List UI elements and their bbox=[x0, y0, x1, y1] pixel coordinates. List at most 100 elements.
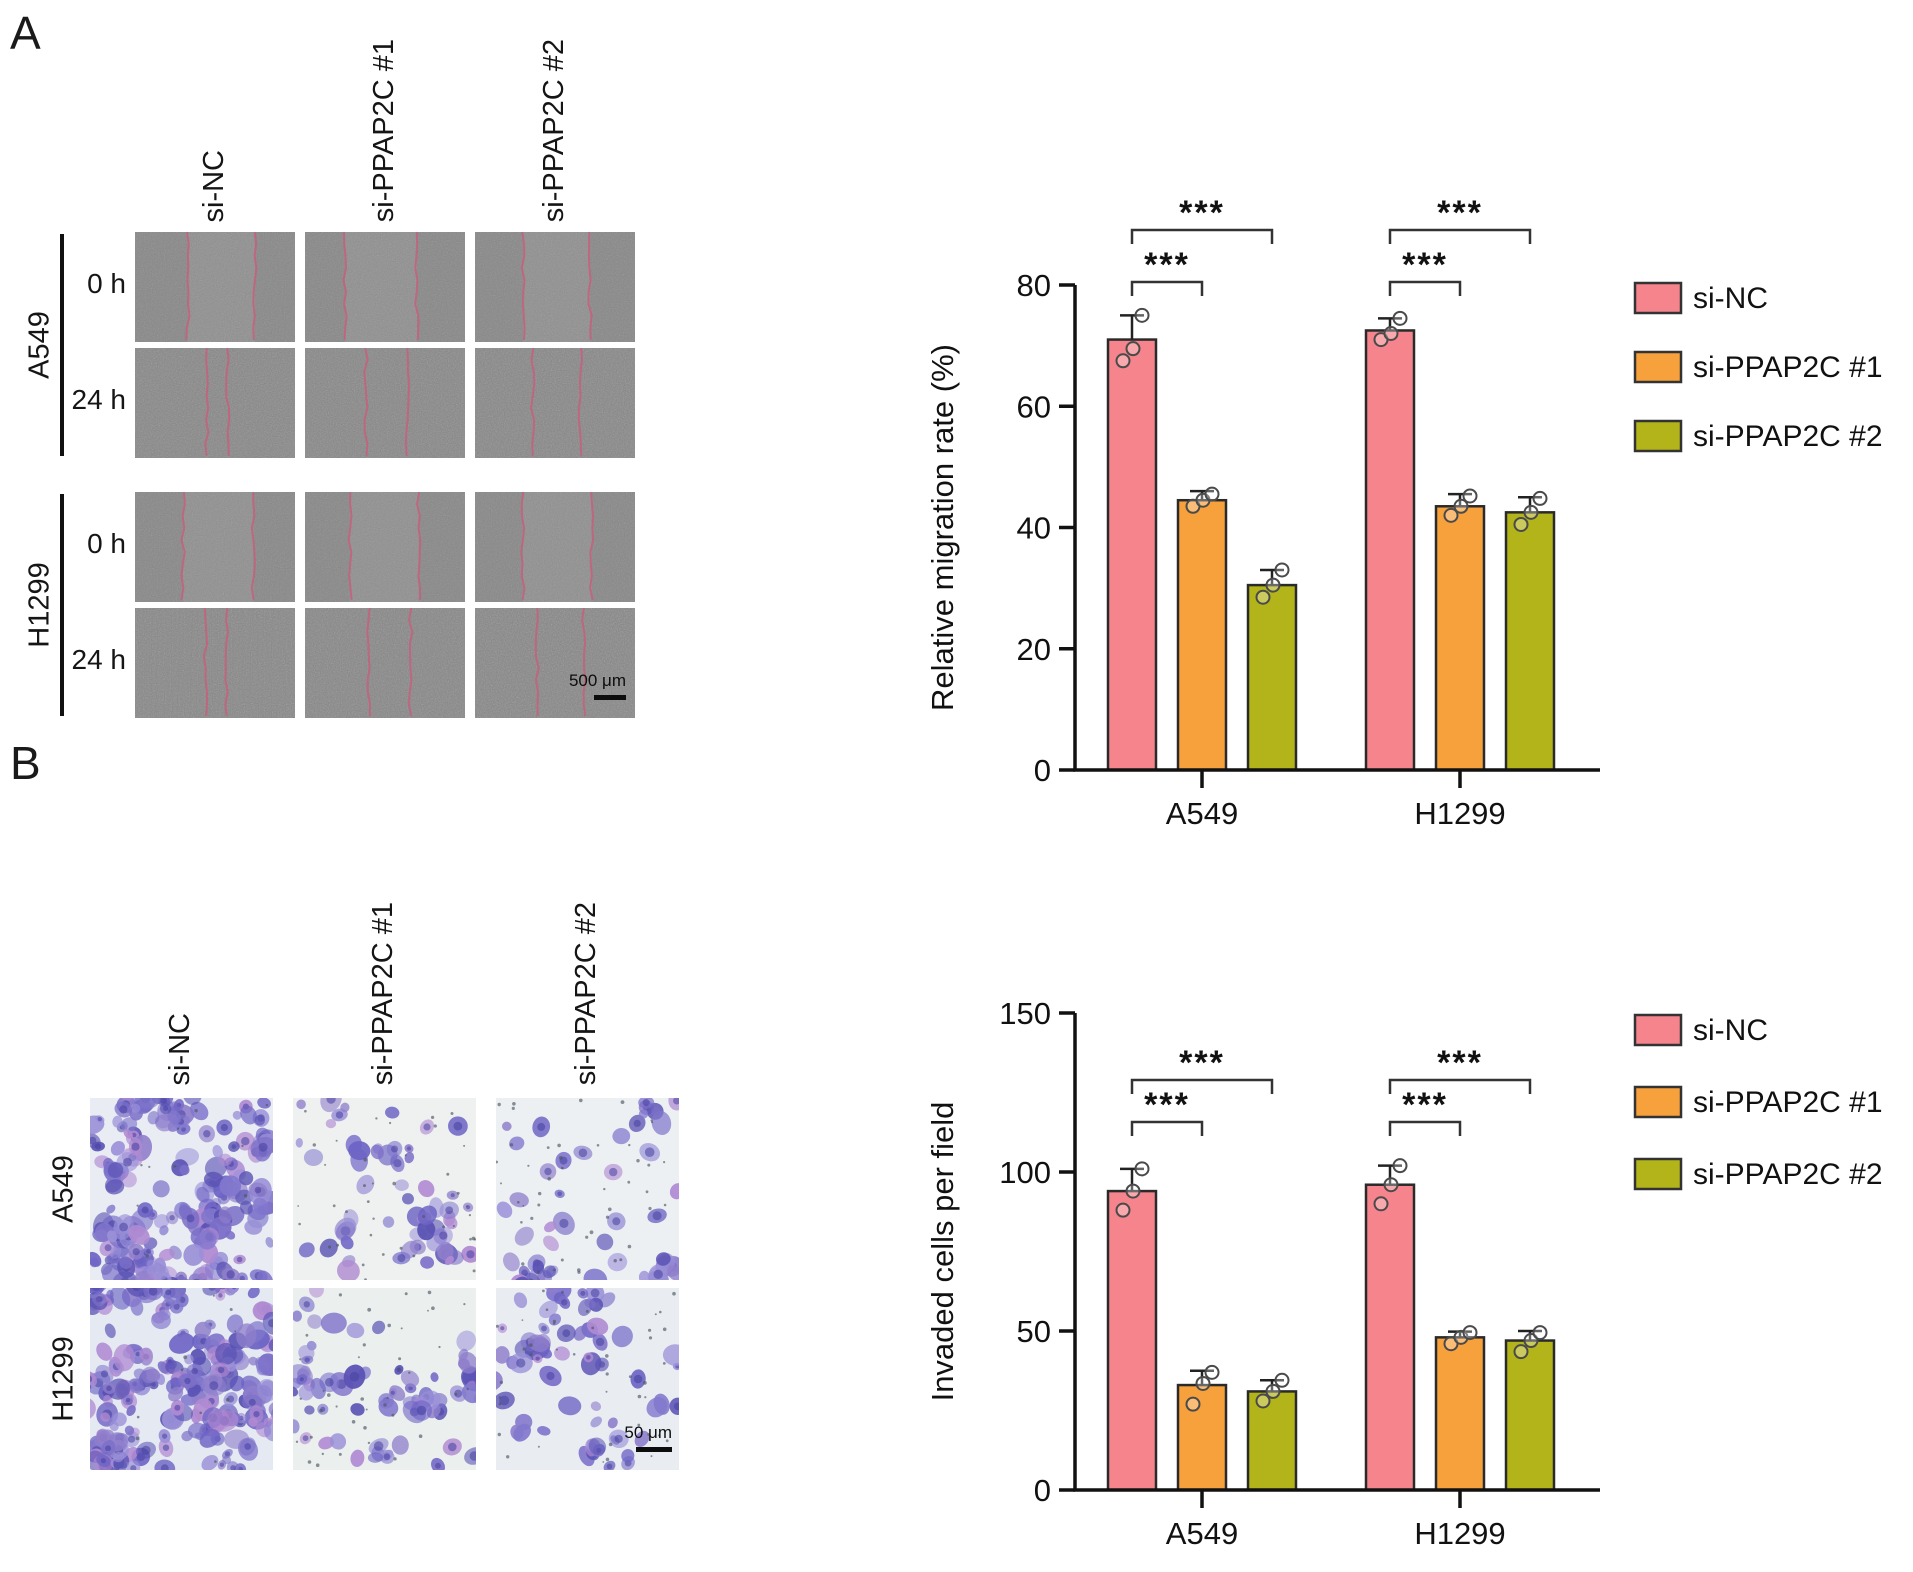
data-point bbox=[1134, 1161, 1150, 1177]
panel-a-col-label-si-ppap2c-2: si-PPAP2C #2 bbox=[538, 38, 570, 222]
wound-image-A549-0h-si-PPAP2C #1 bbox=[305, 232, 465, 342]
data-point bbox=[1392, 1158, 1408, 1174]
significance-bracket bbox=[1388, 1120, 1462, 1136]
panel-a-scale-bar-line bbox=[594, 694, 626, 700]
data-point bbox=[1115, 353, 1131, 369]
data-point bbox=[1255, 589, 1271, 605]
bar-si-NC bbox=[1364, 1183, 1416, 1492]
migration-rate-chart: 0 20 40 60 80 Relative migration rate (%) A549… bbox=[925, 194, 1883, 831]
wound-edge-lines bbox=[520, 492, 595, 601]
bar-si-PPAP2C #2 bbox=[1504, 511, 1556, 772]
bar-si-PPAP2C #2 bbox=[1504, 1339, 1556, 1492]
a549-bracket-line bbox=[60, 234, 64, 456]
data-point bbox=[1265, 1383, 1281, 1399]
significance-label: *** bbox=[1144, 1086, 1190, 1124]
invasion-chart: 0 50 100 150 Invaded cells per field A549 H129… bbox=[925, 996, 1883, 1551]
legend-swatch bbox=[1633, 1157, 1683, 1191]
wound-image-A549-24h-si-NC bbox=[135, 348, 295, 458]
data-point bbox=[1443, 507, 1459, 523]
wound-edge-lines bbox=[529, 348, 584, 457]
invasion-image-A549-si-PPAP2C #2 bbox=[496, 1098, 679, 1280]
data-point bbox=[1185, 1396, 1201, 1412]
data-point bbox=[1265, 577, 1281, 593]
wound-image-H1299-24h-si-NC bbox=[135, 608, 295, 718]
legend-label: si-NC bbox=[1693, 1014, 1768, 1047]
x-category-label: A549 bbox=[1166, 1516, 1238, 1551]
time-label-24h-a549: 24 h bbox=[71, 384, 127, 415]
y-axis-title: Invaded cells per field bbox=[925, 1102, 960, 1402]
time-label-0h-h1299: 0 h bbox=[87, 528, 126, 559]
data-point bbox=[1255, 1393, 1271, 1409]
y-tick-label: 40 bbox=[1017, 511, 1051, 546]
invasion-image-A549-si-PPAP2C #1 bbox=[293, 1098, 476, 1280]
wound-image-H1299-24h-si-PPAP2C #1 bbox=[305, 608, 465, 718]
wound-image-A549-0h-si-NC bbox=[135, 232, 295, 342]
legend-swatch bbox=[1633, 1013, 1683, 1047]
y-tick-label: 50 bbox=[1017, 1314, 1051, 1349]
y-axis-title: Relative migration rate (%) bbox=[925, 344, 960, 711]
bar-si-NC bbox=[1106, 1189, 1158, 1492]
y-tick-label: 0 bbox=[1034, 753, 1051, 788]
legend-swatch bbox=[1633, 350, 1683, 384]
data-point bbox=[1392, 310, 1408, 326]
significance-bracket bbox=[1130, 228, 1274, 244]
invasion-image-H1299-si-PPAP2C #2 bbox=[496, 1288, 679, 1470]
significance-bracket bbox=[1130, 1120, 1204, 1136]
legend-swatch bbox=[1633, 419, 1683, 453]
membrane-pores bbox=[136, 1103, 269, 1258]
bar-si-NC bbox=[1106, 338, 1158, 772]
wound-image-A549-24h-si-PPAP2C #1 bbox=[305, 348, 465, 458]
legend-label: si-PPAP2C #2 bbox=[1693, 420, 1883, 453]
data-point bbox=[1274, 562, 1290, 578]
bar-si-PPAP2C #1 bbox=[1176, 1383, 1228, 1492]
significance-label: *** bbox=[1402, 246, 1448, 284]
significance-bracket bbox=[1130, 280, 1204, 296]
panel-a-scale-bar-text: 500 μm bbox=[568, 671, 626, 690]
bar-si-PPAP2C #1 bbox=[1176, 498, 1228, 772]
legend-swatch bbox=[1633, 1085, 1683, 1119]
data-point bbox=[1383, 326, 1399, 341]
y-tick-label: 0 bbox=[1034, 1473, 1051, 1508]
significance-label: *** bbox=[1179, 1044, 1225, 1082]
panel-a-row-label-a549: A549 bbox=[23, 311, 56, 379]
membrane-pores bbox=[496, 1098, 667, 1274]
panel-b-col-label-si-ppap2c-2: si-PPAP2C #2 bbox=[570, 901, 602, 1085]
wound-image-H1299-24h-si-PPAP2C #2 bbox=[475, 608, 635, 718]
panel-b-col-label-si-nc: si-NC bbox=[164, 1012, 196, 1086]
y-tick-label: 60 bbox=[1017, 389, 1051, 424]
panel-b-label: B bbox=[10, 737, 42, 789]
x-category-label: A549 bbox=[1166, 796, 1238, 831]
data-point bbox=[1513, 1344, 1529, 1360]
data-point bbox=[1195, 1375, 1211, 1391]
panel-b-scale-bar-line bbox=[636, 1446, 672, 1452]
wound-edge-lines bbox=[185, 232, 258, 341]
stained-cells bbox=[90, 1098, 273, 1280]
wound-edge-lines bbox=[202, 608, 229, 717]
wound-image-H1299-0h-si-PPAP2C #2 bbox=[475, 492, 635, 602]
panel-b-col-label-si-ppap2c-1: si-PPAP2C #1 bbox=[367, 901, 399, 1085]
legend-label: si-NC bbox=[1693, 282, 1768, 315]
significance-bracket bbox=[1388, 228, 1532, 244]
stained-cells bbox=[496, 1098, 679, 1280]
time-label-24h-h1299: 24 h bbox=[71, 644, 127, 675]
data-point bbox=[1204, 1364, 1220, 1380]
wound-edge-lines bbox=[180, 492, 256, 601]
legend-label: si-PPAP2C #1 bbox=[1693, 351, 1883, 384]
y-tick-label: 80 bbox=[1017, 268, 1051, 303]
significance-bracket bbox=[1388, 1078, 1532, 1094]
significance-label: *** bbox=[1437, 1044, 1483, 1082]
invasion-image-H1299-si-NC bbox=[90, 1288, 273, 1470]
bar-si-NC bbox=[1364, 329, 1416, 772]
data-point bbox=[1204, 486, 1220, 502]
wound-edge-lines bbox=[342, 232, 420, 341]
data-point bbox=[1462, 488, 1478, 504]
wound-image-H1299-0h-si-PPAP2C #1 bbox=[305, 492, 465, 602]
data-point bbox=[1125, 341, 1141, 357]
bar-si-PPAP2C #2 bbox=[1246, 1390, 1298, 1492]
wound-edge-lines bbox=[204, 348, 231, 457]
data-point bbox=[1523, 504, 1539, 520]
stained-cells bbox=[90, 1288, 273, 1470]
panel-a-label: A bbox=[10, 7, 42, 59]
stained-cells bbox=[496, 1288, 679, 1470]
image-background bbox=[496, 1098, 679, 1280]
